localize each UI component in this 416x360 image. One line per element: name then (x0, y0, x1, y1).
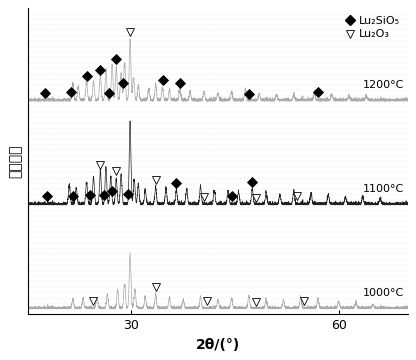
Text: 1000°C: 1000°C (363, 288, 404, 298)
X-axis label: 2θ/(°): 2θ/(°) (196, 338, 240, 352)
Text: 1100°C: 1100°C (363, 184, 404, 194)
Legend: Lu₂SiO₅, Lu₂O₃: Lu₂SiO₅, Lu₂O₃ (343, 14, 402, 42)
Y-axis label: 相对强度: 相对强度 (8, 145, 22, 178)
Text: 1200°C: 1200°C (363, 80, 404, 90)
